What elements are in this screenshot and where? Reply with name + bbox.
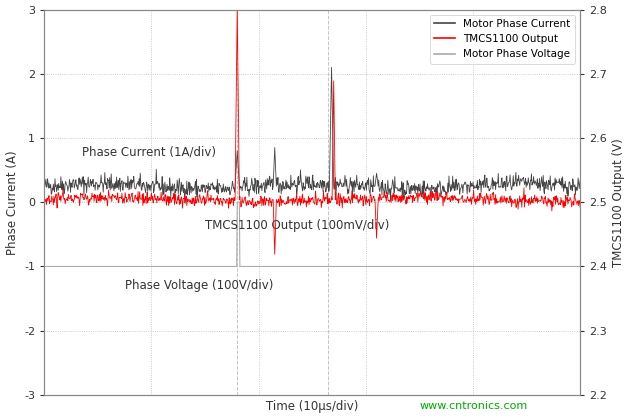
Legend: Motor Phase Current, TMCS1100 Output, Motor Phase Voltage: Motor Phase Current, TMCS1100 Output, Mo… [430,15,575,64]
Text: www.cntronics.com: www.cntronics.com [419,401,528,411]
Y-axis label: Phase Current (A): Phase Current (A) [6,150,18,254]
Text: TMCS1100 Output (100mV/div): TMCS1100 Output (100mV/div) [205,219,389,232]
Text: Phase Current (1A/div): Phase Current (1A/div) [82,146,216,159]
Text: Phase Voltage (100V/div): Phase Voltage (100V/div) [124,279,273,292]
X-axis label: Time (10μs/div): Time (10μs/div) [266,401,358,414]
Y-axis label: TMCS1100 Output (V): TMCS1100 Output (V) [613,138,625,266]
